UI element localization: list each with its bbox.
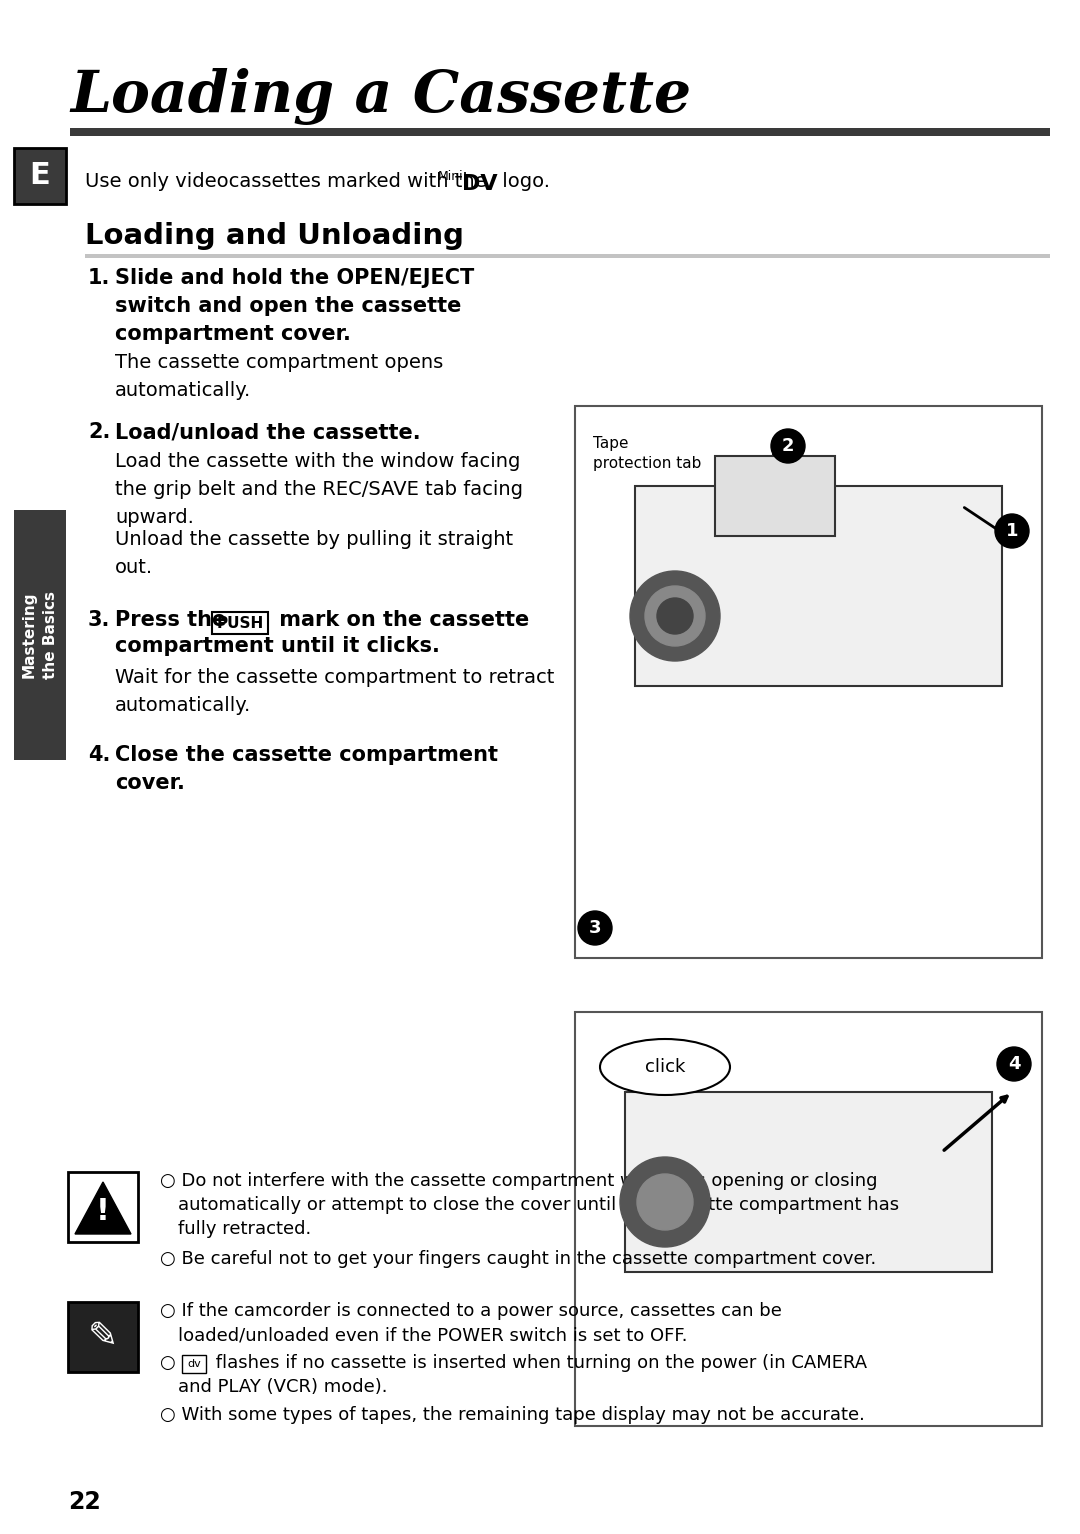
Text: flashes if no cassette is inserted when turning on the power (in CAMERA: flashes if no cassette is inserted when … (210, 1355, 867, 1371)
Circle shape (771, 430, 805, 463)
Bar (183, 1355, 206, 1373)
Bar (575, 407, 1042, 959)
Text: Press the: Press the (114, 611, 233, 630)
Circle shape (645, 586, 705, 646)
Text: 3.: 3. (87, 611, 110, 630)
Text: DV: DV (462, 173, 498, 193)
Bar (68, 1172, 138, 1243)
Text: ○ Be careful not to get your fingers caught in the cassette compartment cover.: ○ Be careful not to get your fingers cau… (160, 1250, 876, 1269)
Circle shape (657, 598, 693, 634)
Circle shape (578, 911, 612, 945)
Text: The cassette compartment opens
automatically.: The cassette compartment opens automatic… (114, 353, 443, 400)
Bar (68, 1302, 138, 1371)
Text: Slide and hold the OPEN/EJECT
switch and open the cassette
compartment cover.: Slide and hold the OPEN/EJECT switch and… (114, 268, 474, 344)
Circle shape (637, 1174, 693, 1230)
Text: Use only videocassettes marked with the: Use only videocassettes marked with the (85, 172, 492, 192)
Text: Close the cassette compartment
cover.: Close the cassette compartment cover. (114, 746, 498, 793)
Text: Load/unload the cassette.: Load/unload the cassette. (114, 422, 420, 442)
Text: logo.: logo. (496, 172, 550, 192)
Text: Tape
protection tab: Tape protection tab (593, 436, 701, 471)
Text: 1.: 1. (87, 268, 110, 288)
Text: loaded/unloaded even if the POWER switch is set to OFF.: loaded/unloaded even if the POWER switch… (178, 1325, 688, 1344)
Text: 2: 2 (782, 437, 794, 456)
Text: ○ With some types of tapes, the remaining tape display may not be accurate.: ○ With some types of tapes, the remainin… (160, 1407, 865, 1424)
Text: dv: dv (187, 1359, 201, 1368)
Text: mark on the cassette: mark on the cassette (272, 611, 529, 630)
Text: ○: ○ (160, 1355, 181, 1371)
Text: Load the cassette with the window facing
the grip belt and the REC/SAVE tab faci: Load the cassette with the window facing… (114, 453, 523, 528)
Text: ○ If the camcorder is connected to a power source, cassettes can be: ○ If the camcorder is connected to a pow… (160, 1302, 782, 1319)
Text: click: click (645, 1058, 685, 1075)
Circle shape (620, 1157, 710, 1247)
Bar (70, 127, 1050, 137)
Circle shape (995, 514, 1029, 548)
Polygon shape (75, 1183, 131, 1233)
Bar (625, 1092, 993, 1272)
Text: compartment until it clicks.: compartment until it clicks. (114, 637, 440, 657)
Bar (715, 456, 835, 535)
Text: 4: 4 (1008, 1055, 1021, 1072)
Text: Wait for the cassette compartment to retract
automatically.: Wait for the cassette compartment to ret… (114, 667, 554, 715)
Text: ✎: ✎ (87, 1319, 118, 1355)
Bar (14, 509, 66, 759)
Text: and PLAY (VCR) mode).: and PLAY (VCR) mode). (178, 1378, 388, 1396)
Bar (212, 612, 268, 634)
Text: E: E (29, 161, 51, 190)
Text: Mini: Mini (438, 170, 463, 183)
Text: 3: 3 (589, 919, 602, 937)
Text: PUSH: PUSH (216, 615, 264, 630)
Circle shape (630, 571, 720, 661)
Text: Loading a Cassette: Loading a Cassette (70, 67, 691, 124)
Bar (575, 1012, 1042, 1427)
Text: fully retracted.: fully retracted. (178, 1220, 311, 1238)
Text: ○ Do not interfere with the cassette compartment while it is opening or closing: ○ Do not interfere with the cassette com… (160, 1172, 877, 1190)
Text: 22: 22 (68, 1490, 100, 1514)
Text: automatically or attempt to close the cover until the cassette compartment has: automatically or attempt to close the co… (178, 1197, 900, 1213)
Text: Loading and Unloading: Loading and Unloading (85, 222, 464, 250)
Ellipse shape (600, 1039, 730, 1095)
Text: 1: 1 (1005, 522, 1018, 540)
Text: Unload the cassette by pulling it straight
out.: Unload the cassette by pulling it straig… (114, 531, 513, 577)
Text: 4.: 4. (87, 746, 110, 765)
Circle shape (997, 1048, 1031, 1081)
Bar (635, 486, 1002, 686)
Bar (85, 255, 1050, 258)
Bar (14, 147, 66, 204)
Text: !: ! (96, 1198, 110, 1227)
Text: 2.: 2. (87, 422, 110, 442)
Text: Mastering
the Basics: Mastering the Basics (22, 591, 58, 680)
